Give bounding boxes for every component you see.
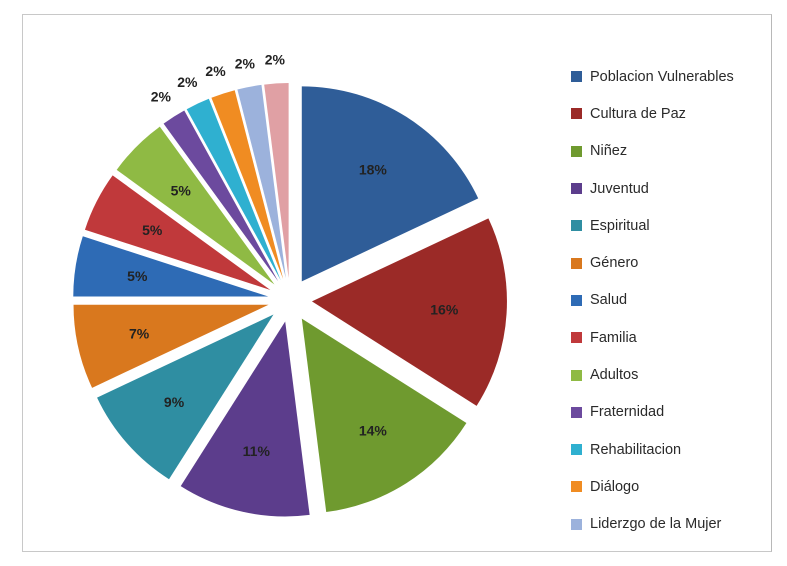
legend-label: Liderzgo de la Mujer bbox=[590, 516, 722, 533]
legend-swatch bbox=[571, 108, 582, 120]
pie-slice-label: 5% bbox=[127, 268, 148, 284]
legend-swatch bbox=[571, 183, 582, 195]
legend-label: Fraternidad bbox=[590, 404, 665, 421]
legend-item: Juventud bbox=[571, 170, 776, 207]
legend-swatch bbox=[571, 145, 582, 157]
legend-label: Salud bbox=[590, 292, 628, 309]
legend-label: Niñez bbox=[590, 143, 628, 160]
pie-slice bbox=[264, 83, 289, 279]
legend-item: Niñez bbox=[571, 133, 776, 170]
pie-slice bbox=[163, 110, 279, 282]
legend-label: Adultos bbox=[590, 367, 639, 384]
pie-slice bbox=[186, 98, 281, 281]
legend-item: Género bbox=[571, 244, 776, 281]
legend-label: Rehabilitacion bbox=[590, 441, 682, 458]
pie-slice bbox=[301, 318, 467, 513]
pie-slice-label: 2% bbox=[205, 63, 226, 79]
legend-item: Adultos bbox=[571, 356, 776, 393]
pie-slice-label: 9% bbox=[164, 394, 185, 410]
pie-slice bbox=[73, 236, 269, 297]
legend-label: Poblacion Vulnerables bbox=[590, 68, 734, 85]
legend-swatch bbox=[571, 294, 582, 306]
pie-slice-label: 11% bbox=[243, 443, 271, 459]
legend-item: Cultura de Paz bbox=[571, 95, 776, 132]
pie-slice-label: 2% bbox=[265, 51, 286, 67]
pie-slice bbox=[311, 218, 507, 406]
pie-slice bbox=[97, 314, 274, 480]
legend-label: Espiritual bbox=[590, 217, 650, 234]
legend-item: Rehabilitacion bbox=[571, 431, 776, 468]
pie-labels: 18% 16% 14% 11% 9% 7% 5% 5% 5% 2% 2% 2% 2% 2% bbox=[127, 51, 459, 458]
legend-label: Género bbox=[590, 255, 639, 272]
pie-slice bbox=[301, 86, 479, 282]
pie-slice bbox=[116, 126, 275, 285]
pie-slice-label: 2% bbox=[235, 55, 256, 71]
legend-item: Liderzgo de la Mujer bbox=[571, 506, 776, 543]
pie-slice bbox=[84, 175, 271, 291]
pie-slice-label: 16% bbox=[430, 302, 459, 318]
legend-item: Familia bbox=[571, 319, 776, 356]
pie-slices bbox=[73, 83, 507, 517]
legend-label: Juventud bbox=[590, 180, 649, 197]
pie-slice bbox=[180, 321, 310, 517]
pie-slice-label: 18% bbox=[359, 161, 388, 177]
legend-swatch bbox=[571, 71, 582, 83]
legend-swatch bbox=[571, 220, 582, 232]
legend-item: Poblacion Vulnerables bbox=[571, 58, 776, 95]
legend-swatch bbox=[571, 406, 582, 418]
pie-slice-label: 2% bbox=[177, 74, 198, 90]
legend-item: Espiritual bbox=[571, 207, 776, 244]
pie-slice bbox=[237, 84, 286, 279]
pie-slice bbox=[73, 304, 269, 388]
pie-slice-label: 5% bbox=[142, 222, 163, 238]
legend-swatch bbox=[571, 369, 582, 381]
pie-slice-label: 14% bbox=[359, 423, 388, 439]
legend-swatch bbox=[571, 444, 582, 456]
pie-slice-label: 2% bbox=[151, 89, 172, 105]
legend: Poblacion Vulnerables Cultura de Paz Niñez… bbox=[571, 58, 776, 543]
legend-label: Diálogo bbox=[590, 478, 640, 495]
pie-slice bbox=[211, 90, 284, 280]
legend-item: Salud bbox=[571, 282, 776, 319]
legend-swatch bbox=[571, 257, 582, 269]
legend-item: Diálogo bbox=[571, 468, 776, 505]
legend-swatch bbox=[571, 518, 582, 530]
pie-slice-label: 5% bbox=[171, 183, 192, 199]
pie-slice-label: 7% bbox=[129, 326, 150, 342]
legend-swatch bbox=[571, 481, 582, 493]
legend-item: Fraternidad bbox=[571, 394, 776, 431]
legend-label: Familia bbox=[590, 329, 637, 346]
legend-label: Cultura de Paz bbox=[590, 105, 686, 122]
legend-swatch bbox=[571, 332, 582, 344]
